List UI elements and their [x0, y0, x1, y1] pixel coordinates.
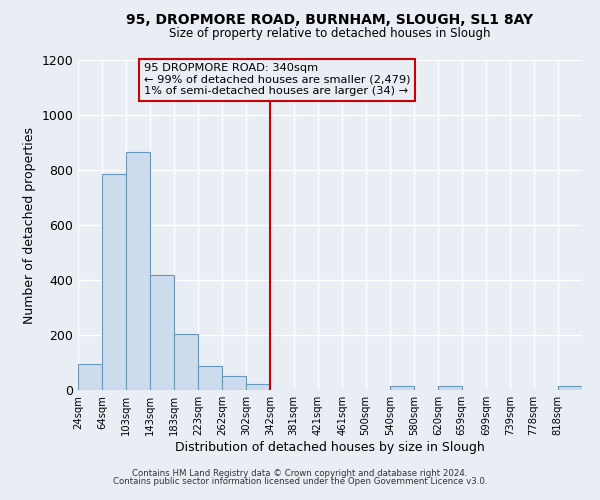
X-axis label: Distribution of detached houses by size in Slough: Distribution of detached houses by size …: [175, 441, 485, 454]
Bar: [150, 274, 174, 390]
Bar: [438, 386, 463, 390]
Text: Contains HM Land Registry data © Crown copyright and database right 2024.: Contains HM Land Registry data © Crown c…: [132, 468, 468, 477]
Bar: [174, 334, 198, 390]
Text: Size of property relative to detached houses in Slough: Size of property relative to detached ho…: [169, 28, 491, 40]
Bar: [78, 364, 102, 390]
Bar: [558, 386, 582, 390]
Text: 95 DROPMORE ROAD: 340sqm
← 99% of detached houses are smaller (2,479)
1% of semi: 95 DROPMORE ROAD: 340sqm ← 99% of detach…: [143, 64, 410, 96]
Bar: [198, 366, 223, 390]
Bar: [102, 174, 127, 390]
Bar: [246, 384, 270, 390]
Text: 95, DROPMORE ROAD, BURNHAM, SLOUGH, SL1 8AY: 95, DROPMORE ROAD, BURNHAM, SLOUGH, SL1 …: [127, 12, 533, 26]
Bar: [390, 386, 414, 390]
Bar: [222, 376, 246, 390]
Bar: [126, 152, 150, 390]
Y-axis label: Number of detached properties: Number of detached properties: [23, 126, 36, 324]
Text: Contains public sector information licensed under the Open Government Licence v3: Contains public sector information licen…: [113, 477, 487, 486]
